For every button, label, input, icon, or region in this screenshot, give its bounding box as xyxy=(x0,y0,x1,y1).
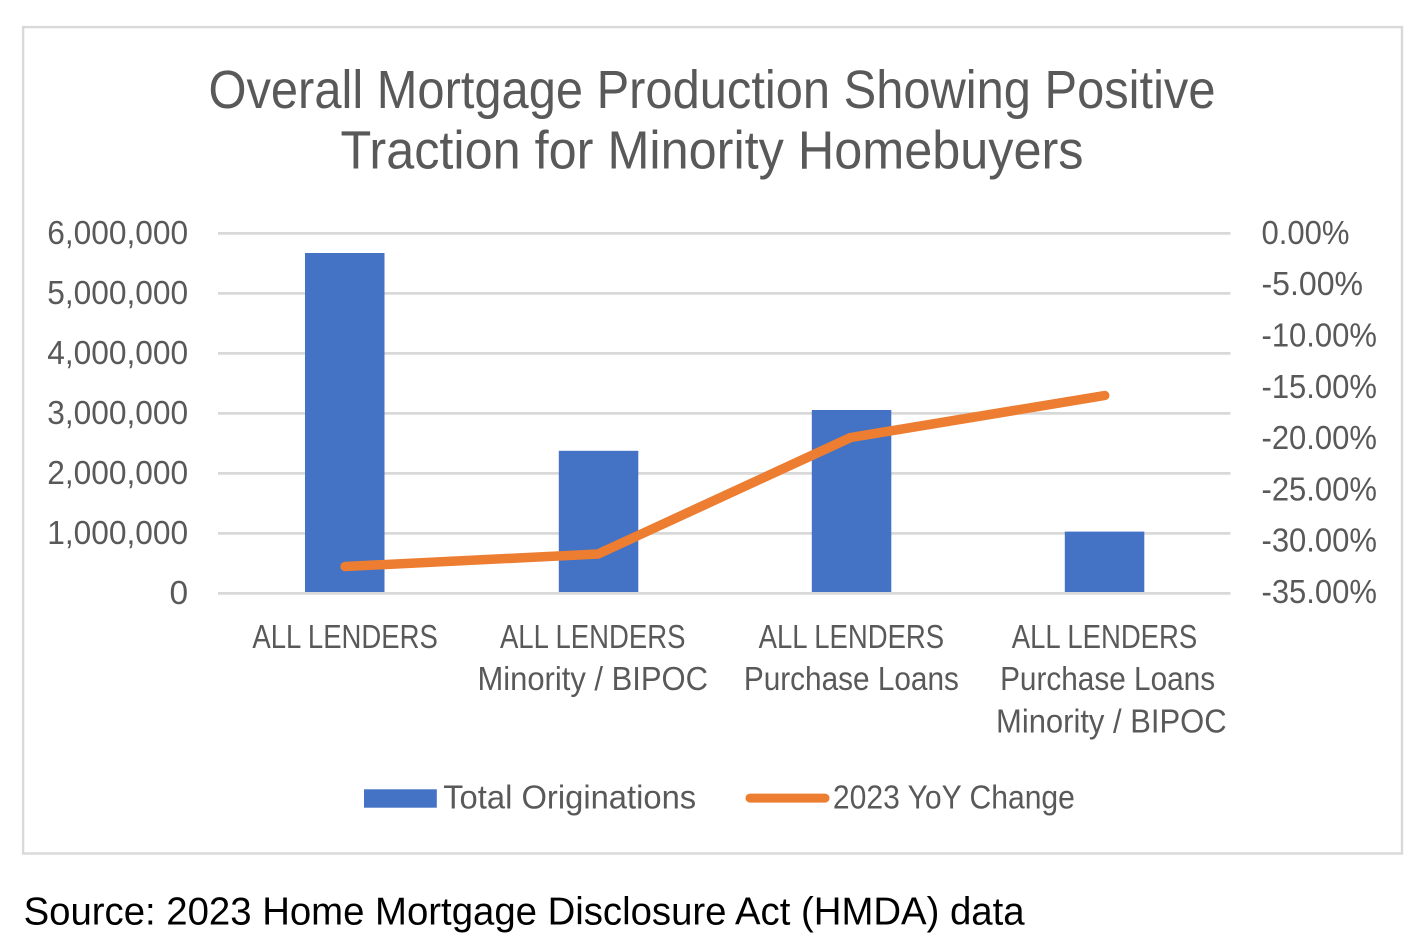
svg-text:Source: 2023 Home Mortgage Dis: Source: 2023 Home Mortgage Disclosure Ac… xyxy=(24,891,1025,934)
svg-text:-30.00%: -30.00% xyxy=(1262,523,1377,560)
svg-text:-20.00%: -20.00% xyxy=(1262,420,1377,457)
svg-text:Minority / BIPOC: Minority / BIPOC xyxy=(996,704,1227,741)
svg-text:4,000,000: 4,000,000 xyxy=(47,335,188,372)
svg-text:Total Originations: Total Originations xyxy=(443,779,696,816)
svg-text:-35.00%: -35.00% xyxy=(1262,574,1377,611)
svg-text:-15.00%: -15.00% xyxy=(1262,369,1377,406)
svg-text:0: 0 xyxy=(170,575,189,612)
svg-text:ALL LENDERS: ALL LENDERS xyxy=(252,619,438,656)
svg-text:5,000,000: 5,000,000 xyxy=(47,275,188,312)
svg-text:-5.00%: -5.00% xyxy=(1262,266,1364,303)
svg-text:Purchase Loans: Purchase Loans xyxy=(1000,661,1215,698)
svg-text:-10.00%: -10.00% xyxy=(1262,317,1377,354)
svg-text:1,000,000: 1,000,000 xyxy=(47,515,188,552)
svg-text:Traction for Minority Homebuye: Traction for Minority Homebuyers xyxy=(341,121,1084,181)
svg-text:Overall Mortgage Production Sh: Overall Mortgage Production Showing Posi… xyxy=(209,60,1216,120)
svg-text:3,000,000: 3,000,000 xyxy=(47,395,188,432)
svg-text:ALL LENDERS: ALL LENDERS xyxy=(759,619,945,656)
svg-text:ALL LENDERS: ALL LENDERS xyxy=(500,619,686,656)
svg-text:Purchase Loans: Purchase Loans xyxy=(744,661,959,698)
svg-text:ALL LENDERS: ALL LENDERS xyxy=(1012,619,1198,656)
svg-text:2,000,000: 2,000,000 xyxy=(47,455,188,492)
svg-text:0.00%: 0.00% xyxy=(1262,215,1350,252)
svg-text:6,000,000: 6,000,000 xyxy=(47,215,188,252)
svg-text:2023 YoY Change: 2023 YoY Change xyxy=(833,779,1075,816)
svg-text:-25.00%: -25.00% xyxy=(1262,471,1377,508)
svg-text:Minority / BIPOC: Minority / BIPOC xyxy=(477,661,708,698)
